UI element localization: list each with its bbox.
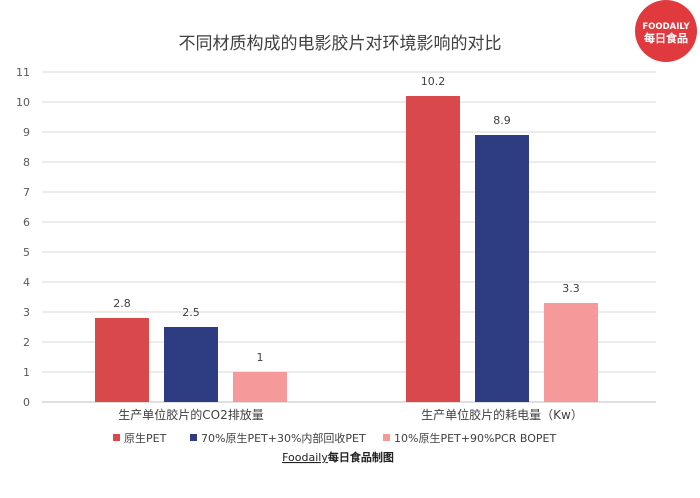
- bar-2-1: [406, 96, 460, 402]
- bar-2-2: [475, 135, 529, 402]
- y-tick-label-0: 0: [23, 396, 30, 409]
- y-tick-label-10: 10: [16, 96, 30, 109]
- y-tick-label-6: 6: [23, 216, 30, 229]
- legend-swatch-1: [113, 434, 120, 441]
- data-label-1-3: 1: [257, 351, 264, 364]
- y-tick-label-7: 7: [23, 186, 30, 199]
- legend-label-1: 原生PET: [124, 431, 167, 445]
- legend-label-3: 10%原生PET+90%PCR BOPET: [394, 431, 556, 445]
- x-axis: 生产单位胶片的CO2排放量 生产单位胶片的耗电量（Kw）: [118, 407, 583, 422]
- data-label-2-1: 10.2: [421, 75, 446, 88]
- bar-1-3: [233, 372, 287, 402]
- y-tick-label-4: 4: [23, 276, 30, 289]
- data-label-1-1: 2.8: [113, 297, 131, 310]
- y-tick-label-5: 5: [23, 246, 30, 259]
- y-tick-label-3: 3: [23, 306, 30, 319]
- y-tick-label-1: 1: [23, 366, 30, 379]
- y-axis: 0 1 2 3 4 5 6 7 8 9 10 11: [16, 66, 30, 409]
- legend-label-2: 70%原生PET+30%内部回收PET: [201, 431, 366, 445]
- chart-title: 不同材质构成的电影胶片对环境影响的对比: [179, 34, 502, 54]
- logo-text-latin: FOODAILY: [642, 22, 690, 32]
- y-tick-label-9: 9: [23, 126, 30, 139]
- bar-series: 2.8 2.5 1 10.2 8.9 3.3: [95, 75, 598, 402]
- footer-suffix: 每日食品制图: [328, 450, 394, 464]
- legend-swatch-2: [190, 434, 197, 441]
- bar-1-2: [164, 327, 218, 402]
- data-label-2-3: 3.3: [562, 282, 580, 295]
- legend: 原生PET 70%原生PET+30%内部回收PET 10%原生PET+90%PCR …: [113, 431, 556, 445]
- y-tick-label-2: 2: [23, 336, 30, 349]
- logo-text-chinese: 每日食品: [644, 31, 688, 45]
- bar-2-3: [544, 303, 598, 402]
- data-label-1-2: 2.5: [182, 306, 200, 319]
- y-tick-label-11: 11: [16, 66, 30, 79]
- bar-1-1: [95, 318, 149, 402]
- x-category-label-2: 生产单位胶片的耗电量（Kw）: [421, 407, 583, 422]
- footer-brand: Foodaily: [282, 451, 328, 464]
- y-tick-label-8: 8: [23, 156, 30, 169]
- x-category-label-1: 生产单位胶片的CO2排放量: [118, 407, 263, 422]
- legend-swatch-3: [383, 434, 390, 441]
- data-label-2-2: 8.9: [493, 114, 511, 127]
- footer-credit: Foodaily每日食品制图: [282, 450, 394, 464]
- foodaily-logo: FOODAILY 每日食品: [635, 0, 697, 62]
- logo-circle: [635, 0, 697, 62]
